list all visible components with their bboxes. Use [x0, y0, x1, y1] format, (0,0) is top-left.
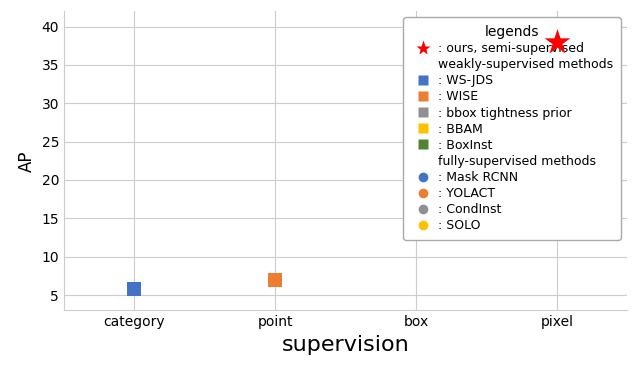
Legend: : ours, semi-supervised, weakly-supervised methods, : WS-JDS, : WISE, : bbox tig: : ours, semi-supervised, weakly-supervis…: [403, 18, 621, 240]
X-axis label: supervision: supervision: [282, 335, 410, 355]
Point: [552, 122, 562, 128]
Point: [552, 70, 562, 76]
Point: [552, 39, 562, 45]
Y-axis label: AP: AP: [18, 150, 36, 172]
Point: [552, 83, 562, 89]
Point: [411, 91, 421, 97]
Point: [270, 277, 280, 283]
Point: [411, 139, 421, 145]
Point: [552, 60, 562, 66]
Point: [411, 175, 421, 181]
Point: [129, 286, 140, 292]
